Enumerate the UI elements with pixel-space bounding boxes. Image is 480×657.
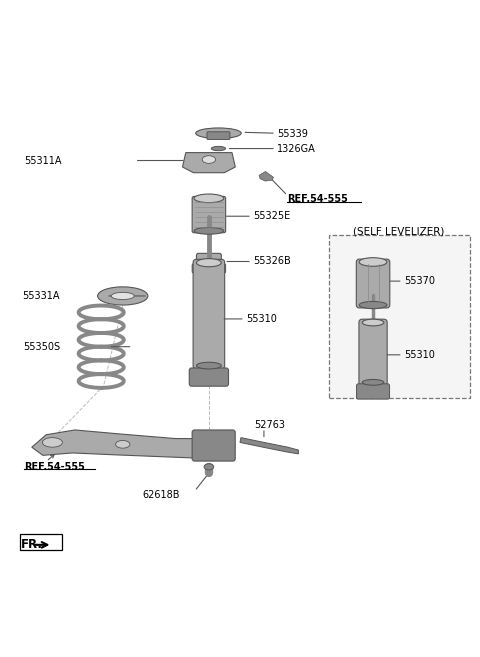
Polygon shape: [259, 171, 274, 181]
Text: 62618B: 62618B: [142, 490, 180, 500]
Text: 1326GA: 1326GA: [277, 143, 316, 154]
Ellipse shape: [194, 227, 224, 234]
Polygon shape: [240, 438, 299, 454]
Text: 55339: 55339: [277, 129, 308, 139]
Ellipse shape: [362, 319, 384, 326]
FancyBboxPatch shape: [192, 196, 226, 233]
FancyBboxPatch shape: [196, 254, 221, 267]
Ellipse shape: [42, 438, 62, 447]
Ellipse shape: [362, 380, 384, 385]
Text: 55310: 55310: [404, 350, 435, 360]
Text: 55370: 55370: [404, 276, 435, 286]
FancyBboxPatch shape: [189, 368, 228, 386]
FancyBboxPatch shape: [192, 264, 226, 273]
Text: (SELF LEVELIZER): (SELF LEVELIZER): [353, 227, 444, 237]
Polygon shape: [32, 430, 230, 459]
FancyBboxPatch shape: [192, 430, 235, 461]
Ellipse shape: [196, 128, 241, 139]
Text: 52763: 52763: [254, 420, 285, 430]
Ellipse shape: [97, 287, 148, 305]
Text: REF.54-555: REF.54-555: [287, 194, 348, 204]
Text: 55326B: 55326B: [253, 256, 291, 267]
FancyBboxPatch shape: [357, 384, 390, 399]
Ellipse shape: [196, 259, 221, 267]
Ellipse shape: [359, 258, 387, 266]
FancyBboxPatch shape: [207, 132, 230, 139]
Ellipse shape: [359, 302, 387, 309]
Text: 55310: 55310: [246, 314, 277, 324]
FancyBboxPatch shape: [359, 319, 387, 386]
Text: 55311A: 55311A: [24, 156, 62, 166]
Text: 55350S: 55350S: [24, 342, 61, 351]
FancyBboxPatch shape: [193, 260, 225, 369]
Text: 55325E: 55325E: [253, 211, 291, 221]
Ellipse shape: [202, 156, 216, 164]
FancyBboxPatch shape: [328, 235, 470, 398]
Ellipse shape: [194, 194, 224, 202]
Ellipse shape: [196, 362, 221, 369]
Text: 55331A: 55331A: [22, 291, 60, 301]
Ellipse shape: [116, 440, 130, 448]
Ellipse shape: [111, 292, 134, 300]
Ellipse shape: [211, 147, 226, 150]
Polygon shape: [182, 152, 235, 173]
Text: REF.54-555: REF.54-555: [24, 462, 84, 472]
FancyBboxPatch shape: [356, 259, 390, 308]
Ellipse shape: [204, 464, 214, 470]
Text: FR.: FR.: [21, 538, 43, 551]
